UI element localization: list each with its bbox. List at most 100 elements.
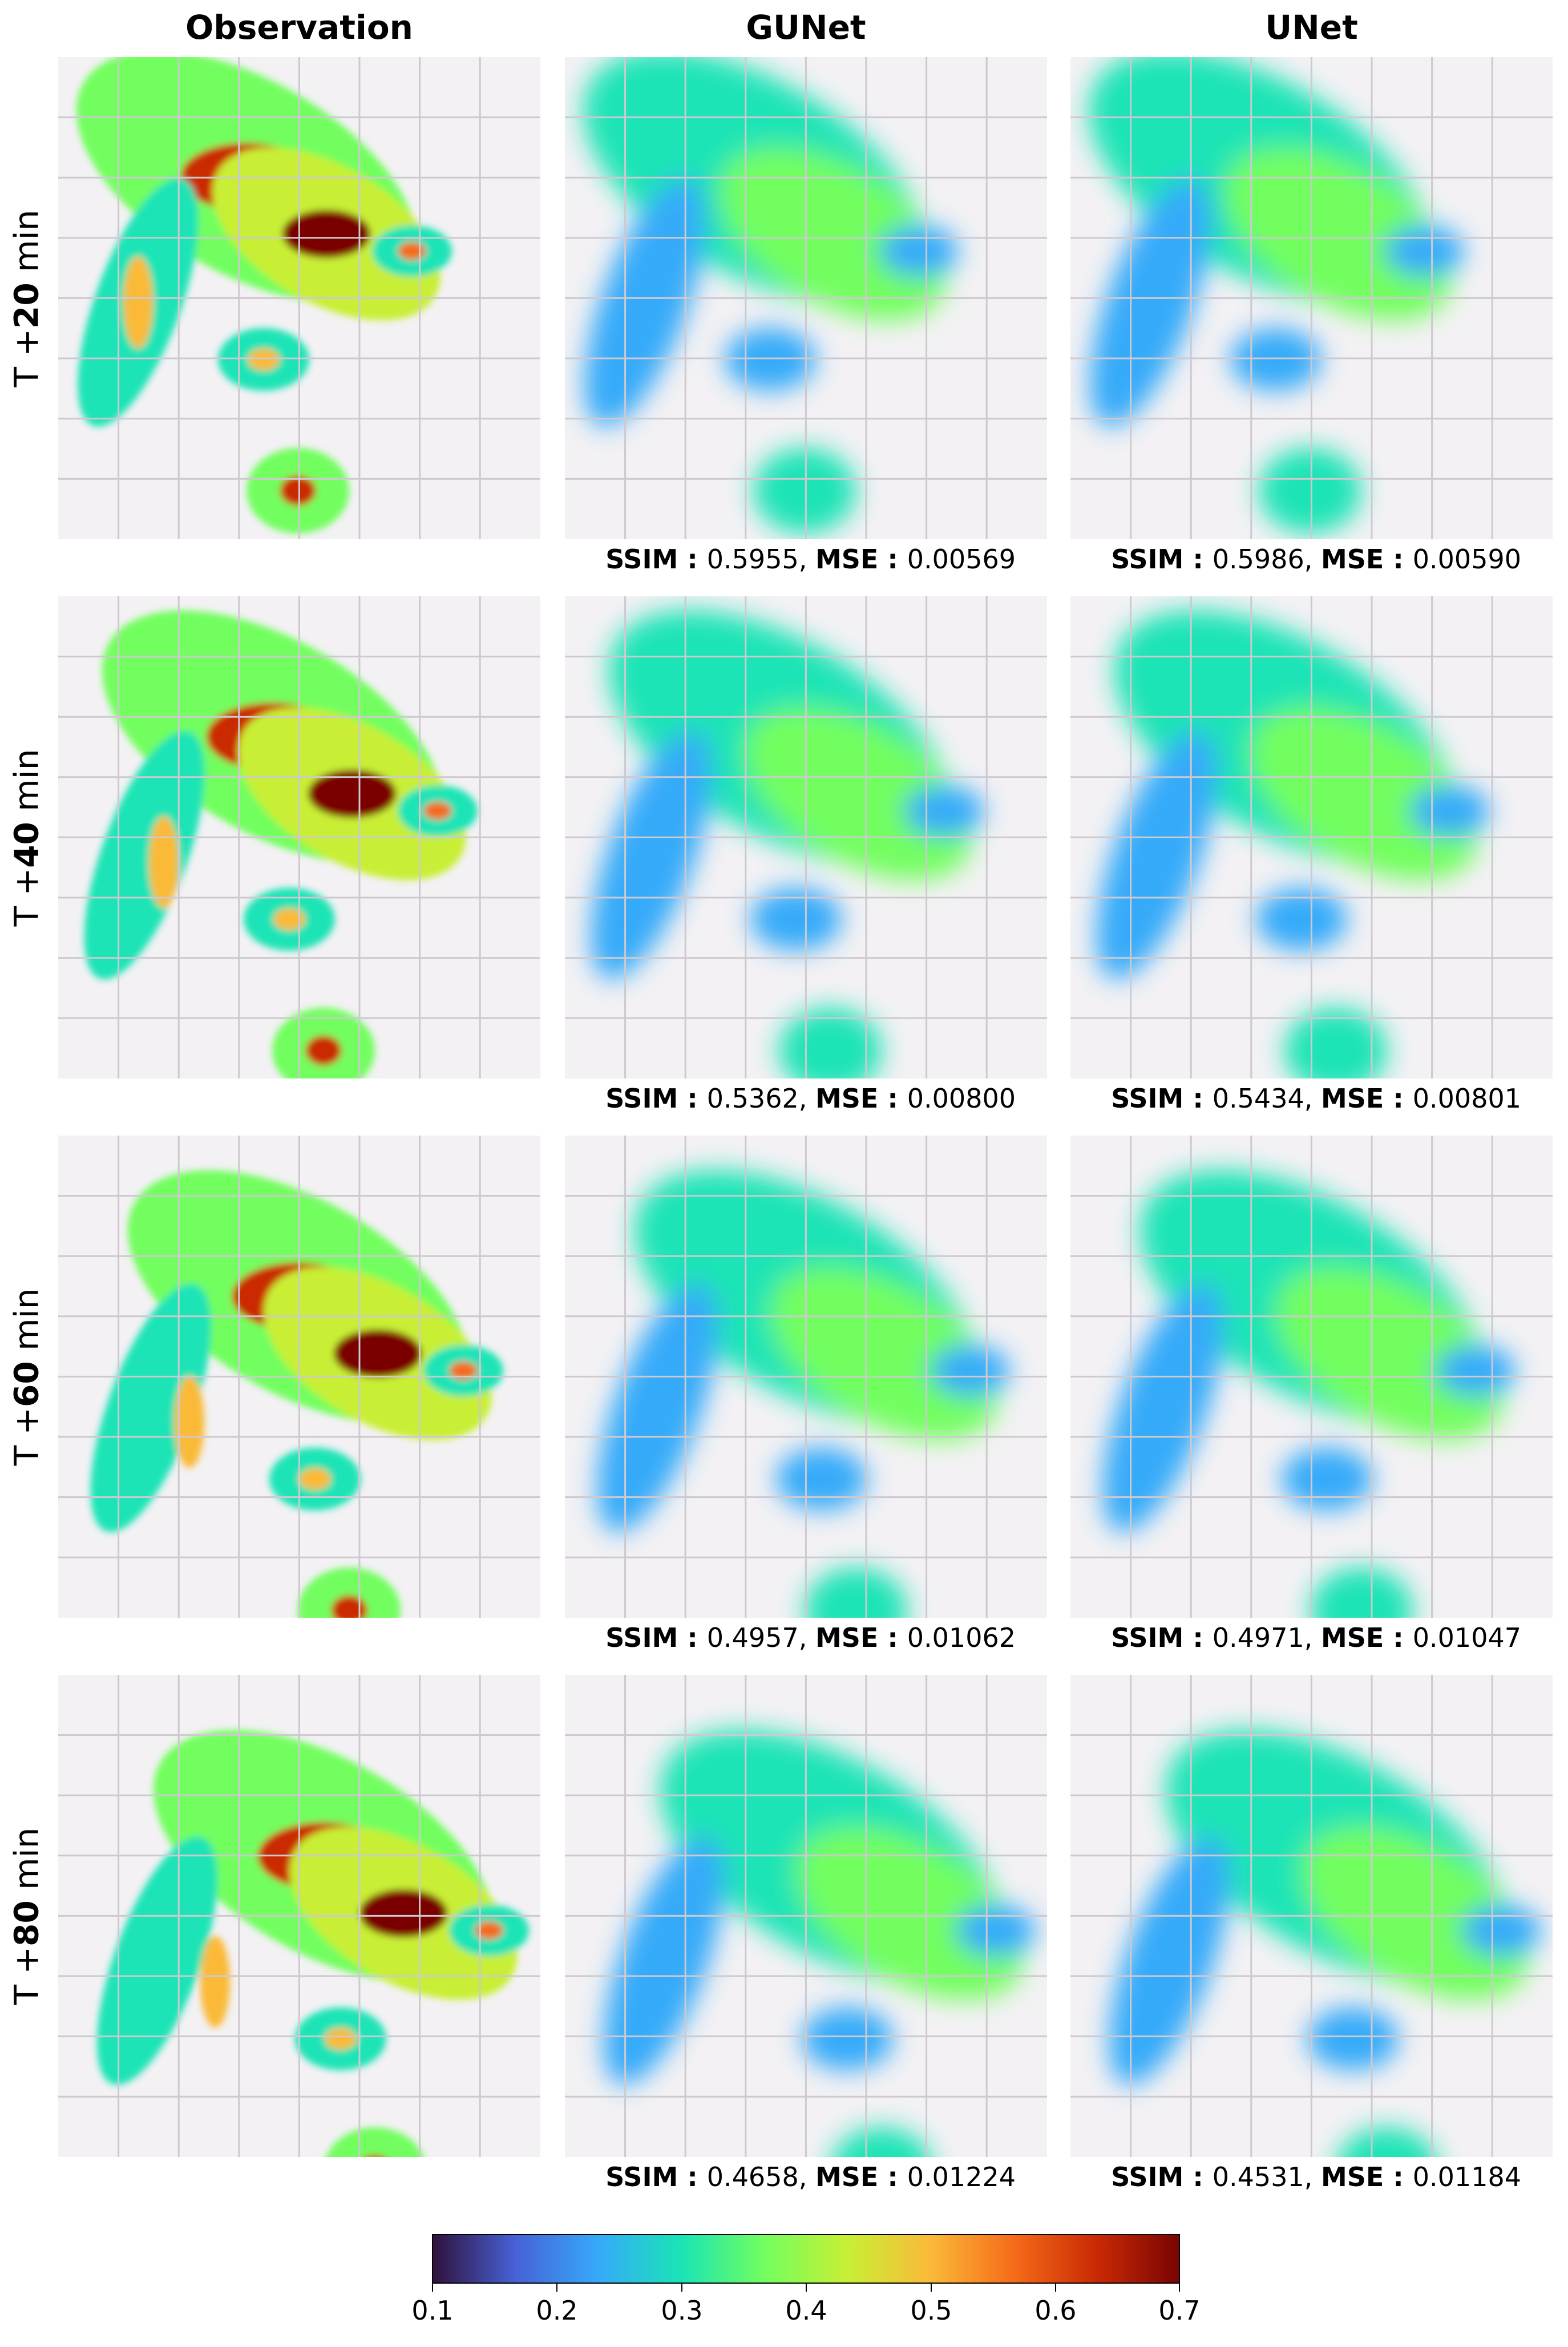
rain-cell <box>1096 731 1217 980</box>
rain-cell <box>930 1345 1010 1396</box>
colorbar-tick-label: 0.1 <box>411 2295 454 2326</box>
rain-cell <box>1461 1905 1541 1956</box>
row-label-t20: T +20 min <box>7 209 46 387</box>
precipitation-field <box>58 1136 540 1618</box>
rain-cell <box>879 225 959 277</box>
row-label-t80: T +80 min <box>7 1827 46 2005</box>
rain-cell <box>603 1836 725 2085</box>
rain-cell <box>776 1448 867 1510</box>
unet-metrics-t40: SSIM : 0.5434, MSE : 0.00801 <box>1111 1083 1521 1114</box>
precipitation-field <box>58 57 540 539</box>
rain-cell <box>956 1905 1036 1956</box>
observation-panel-t40 <box>58 596 540 1078</box>
precipitation-field <box>565 57 1047 539</box>
rain-cell <box>1310 1568 1413 1618</box>
rain-core <box>475 1921 503 1940</box>
column-title-unet: UNet <box>1265 8 1358 47</box>
precipitation-field <box>1070 596 1553 1078</box>
colorbar-tick-label: 0.2 <box>536 2295 578 2326</box>
rain-cell <box>1090 178 1211 427</box>
rain-core <box>299 1468 331 1490</box>
precipitation-field <box>1070 1675 1553 2157</box>
colorbar-tick-label: 0.7 <box>1158 2295 1201 2326</box>
rain-core <box>359 1889 447 1937</box>
rain-cell <box>1230 328 1322 391</box>
rain-cell <box>1284 1008 1387 1078</box>
rain-cell <box>1282 1448 1373 1510</box>
colorbar-tick <box>432 2284 433 2292</box>
colorbar-tick <box>681 2284 682 2292</box>
rain-cell <box>779 1008 882 1078</box>
rain-cell <box>796 1827 1024 2000</box>
unet-panel-t60 <box>1070 1136 1553 1618</box>
gunet-metrics-t20: SSIM : 0.5955, MSE : 0.00569 <box>605 544 1016 575</box>
rain-cell <box>1384 225 1464 277</box>
unet-metrics-t20: SSIM : 0.5986, MSE : 0.00590 <box>1111 544 1521 575</box>
rain-core <box>331 1595 367 1618</box>
rain-cell <box>805 1568 907 1618</box>
rain-cell <box>84 731 205 980</box>
rain-cell <box>597 1283 718 1533</box>
column-title-gunet: GUNet <box>746 8 866 47</box>
rain-cell <box>753 448 856 534</box>
rain-cell <box>1256 888 1347 951</box>
rain-cell <box>904 785 984 837</box>
rain-core <box>305 1035 342 1066</box>
rain-core <box>148 816 179 908</box>
rain-cell <box>1338 2127 1436 2157</box>
rain-core <box>123 256 153 349</box>
rain-core <box>174 1376 205 1468</box>
unet-panel-t80 <box>1070 1675 1553 2157</box>
colorbar-tick-label: 0.6 <box>1034 2295 1077 2326</box>
colorbar <box>432 2234 1180 2284</box>
rain-core <box>423 802 452 820</box>
rain-cell <box>750 888 842 951</box>
rain-core <box>248 348 280 371</box>
observation-panel-t60 <box>58 1136 540 1618</box>
colorbar-tick-label: 0.5 <box>910 2295 952 2326</box>
colorbar-tick <box>1179 2284 1180 2292</box>
rain-cell <box>1259 448 1361 534</box>
unet-panel-t40 <box>1070 596 1553 1078</box>
colorbar-tick <box>1055 2284 1056 2292</box>
rain-core <box>398 242 426 260</box>
rain-cell <box>1410 785 1490 837</box>
gunet-panel-t20 <box>565 57 1047 539</box>
colorbar-tick <box>556 2284 557 2292</box>
precipitation-field <box>58 1675 540 2157</box>
rain-cell <box>1225 147 1453 321</box>
colorbar-tick <box>806 2284 807 2292</box>
unet-panel-t20 <box>1070 57 1553 539</box>
rain-core <box>334 1330 422 1378</box>
rain-core <box>282 210 370 258</box>
rain-cell <box>1276 1267 1504 1440</box>
precipitation-field <box>1070 57 1553 539</box>
gunet-panel-t40 <box>565 596 1047 1078</box>
rain-cell <box>96 1836 218 2085</box>
gunet-metrics-t40: SSIM : 0.5362, MSE : 0.00800 <box>605 1083 1016 1114</box>
rain-cell <box>591 731 712 980</box>
precipitation-field <box>565 1675 1047 2157</box>
gunet-panel-t80 <box>565 1675 1047 2157</box>
rain-core <box>308 770 396 818</box>
row-label-t40: T +40 min <box>7 749 46 927</box>
colorbar-tick-label: 0.4 <box>785 2295 827 2326</box>
colorbar-tick-label: 0.3 <box>661 2295 703 2326</box>
unet-metrics-t60: SSIM : 0.4971, MSE : 0.01047 <box>1111 1622 1521 1653</box>
rain-cell <box>770 1267 999 1440</box>
rain-cell <box>298 1568 401 1618</box>
rain-core <box>449 1362 478 1380</box>
column-title-observation: Observation <box>185 8 413 47</box>
rain-cell <box>326 2127 424 2157</box>
colorbar-tick <box>931 2284 932 2292</box>
rain-cell <box>90 1283 211 1533</box>
gunet-metrics-t80: SSIM : 0.4658, MSE : 0.01224 <box>605 2162 1016 2192</box>
observation-panel-t20 <box>58 57 540 539</box>
row-label-t60: T +60 min <box>7 1288 46 1466</box>
gunet-metrics-t60: SSIM : 0.4957, MSE : 0.01062 <box>605 1622 1016 1653</box>
precipitation-field <box>565 1136 1047 1618</box>
rain-core <box>273 908 305 931</box>
rain-cell <box>802 2007 893 2070</box>
rain-core <box>200 1936 231 2028</box>
rain-core <box>280 475 316 506</box>
